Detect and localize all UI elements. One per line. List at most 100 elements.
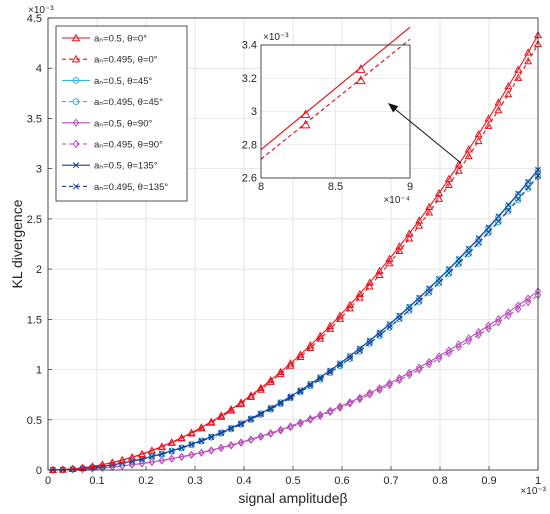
- data-point: [257, 410, 264, 417]
- data-point: [217, 411, 226, 419]
- data-point: [208, 434, 215, 441]
- data-point: [307, 381, 314, 387]
- data-point: [366, 337, 373, 344]
- data-point: [307, 381, 314, 388]
- data-point: [425, 360, 433, 369]
- data-point: [197, 424, 206, 432]
- y-axis-multiplier: ×10⁻³: [28, 5, 54, 16]
- data-point: [327, 369, 334, 376]
- data-point: [286, 359, 295, 367]
- data-point: [277, 426, 284, 435]
- data-point: [208, 446, 215, 455]
- x-tick-label: 0.4: [236, 475, 251, 487]
- inset-x-tick-label: 9: [407, 181, 413, 193]
- data-point: [297, 387, 304, 394]
- inset-series-line: [260, 26, 411, 151]
- data-point: [475, 331, 482, 340]
- data-point: [137, 450, 147, 458]
- data-point: [415, 221, 424, 229]
- data-point: [385, 258, 394, 267]
- data-point: [246, 392, 255, 401]
- data-point: [376, 332, 383, 339]
- data-point: [514, 65, 523, 73]
- legend-label: aₙ=0.495, θ=0°: [94, 55, 158, 66]
- data-point: [227, 441, 235, 450]
- data-point: [247, 436, 255, 445]
- data-point: [138, 459, 146, 468]
- data-point: [287, 395, 294, 401]
- data-point: [98, 460, 107, 468]
- data-point: [455, 343, 463, 352]
- inset-pointer-arrowhead: [388, 103, 399, 113]
- data-point: [307, 382, 314, 389]
- data-point: [355, 289, 364, 297]
- y-tick-label: 4.5: [27, 13, 42, 25]
- data-point: [256, 383, 265, 392]
- data-point: [247, 416, 254, 423]
- data-point: [386, 324, 393, 330]
- data-point: [405, 234, 414, 242]
- y-tick-label: 0.5: [27, 415, 42, 427]
- legend-label: aₙ=0.5, θ=90°: [94, 118, 152, 129]
- data-point: [88, 462, 97, 470]
- data-point: [366, 340, 373, 347]
- data-point: [306, 343, 315, 352]
- legend-marker: [71, 33, 81, 42]
- data-point: [187, 429, 196, 437]
- data-point: [218, 430, 225, 437]
- legend-marker: [72, 183, 80, 190]
- data-point: [514, 73, 523, 81]
- data-point: [188, 441, 195, 448]
- data-point: [307, 415, 314, 424]
- inset-series-1: [260, 38, 411, 160]
- y-tick-label: 3: [36, 164, 42, 176]
- data-point: [236, 399, 246, 407]
- legend-marker: [71, 54, 81, 63]
- data-point: [307, 414, 314, 423]
- data-point: [396, 376, 403, 385]
- x-tick-label: 0.3: [187, 475, 202, 487]
- data-point: [415, 365, 423, 374]
- inset-y-multiplier: ×10⁻³: [263, 32, 289, 43]
- data-point: [168, 454, 175, 463]
- data-point: [297, 419, 304, 428]
- data-point: [346, 355, 353, 362]
- y-tick-label: 3.5: [27, 113, 42, 125]
- data-point: [376, 385, 383, 394]
- data-point: [188, 451, 195, 460]
- legend-label: aₙ=0.495, θ=90°: [94, 140, 163, 151]
- data-point: [514, 305, 522, 314]
- data-point: [237, 438, 245, 447]
- data-point: [178, 453, 185, 462]
- data-point: [455, 260, 462, 267]
- x-tick-label: 1: [535, 475, 541, 487]
- data-point: [267, 429, 274, 438]
- data-point: [435, 354, 443, 363]
- data-point: [485, 224, 492, 231]
- data-point: [474, 129, 483, 138]
- data-point: [416, 298, 423, 305]
- inset-series-0: [260, 26, 411, 151]
- y-tick-label: 4: [36, 63, 42, 75]
- data-point: [346, 398, 354, 407]
- data-point: [426, 289, 433, 295]
- data-point: [485, 324, 492, 333]
- data-point: [147, 446, 156, 454]
- data-point: [415, 298, 423, 305]
- inset-chart: 8 8.5 9 2.6 2.8 3 3.2 3.4 ×10⁻⁴ ×10⁻³: [242, 26, 413, 206]
- x-tick-label: 0.9: [481, 475, 496, 487]
- data-point: [505, 308, 512, 317]
- data-point: [296, 350, 305, 358]
- data-point: [425, 208, 434, 216]
- data-point: [198, 448, 205, 457]
- data-point: [345, 300, 354, 308]
- data-point: [465, 245, 472, 252]
- data-point: [316, 412, 324, 421]
- data-point: [267, 406, 274, 413]
- data-point: [505, 202, 512, 208]
- data-point: [287, 422, 294, 431]
- data-point: [306, 341, 315, 349]
- legend-label: aₙ=0.495, θ=45°: [94, 97, 163, 108]
- y-tick-label: 0: [36, 465, 42, 477]
- data-point: [167, 438, 176, 446]
